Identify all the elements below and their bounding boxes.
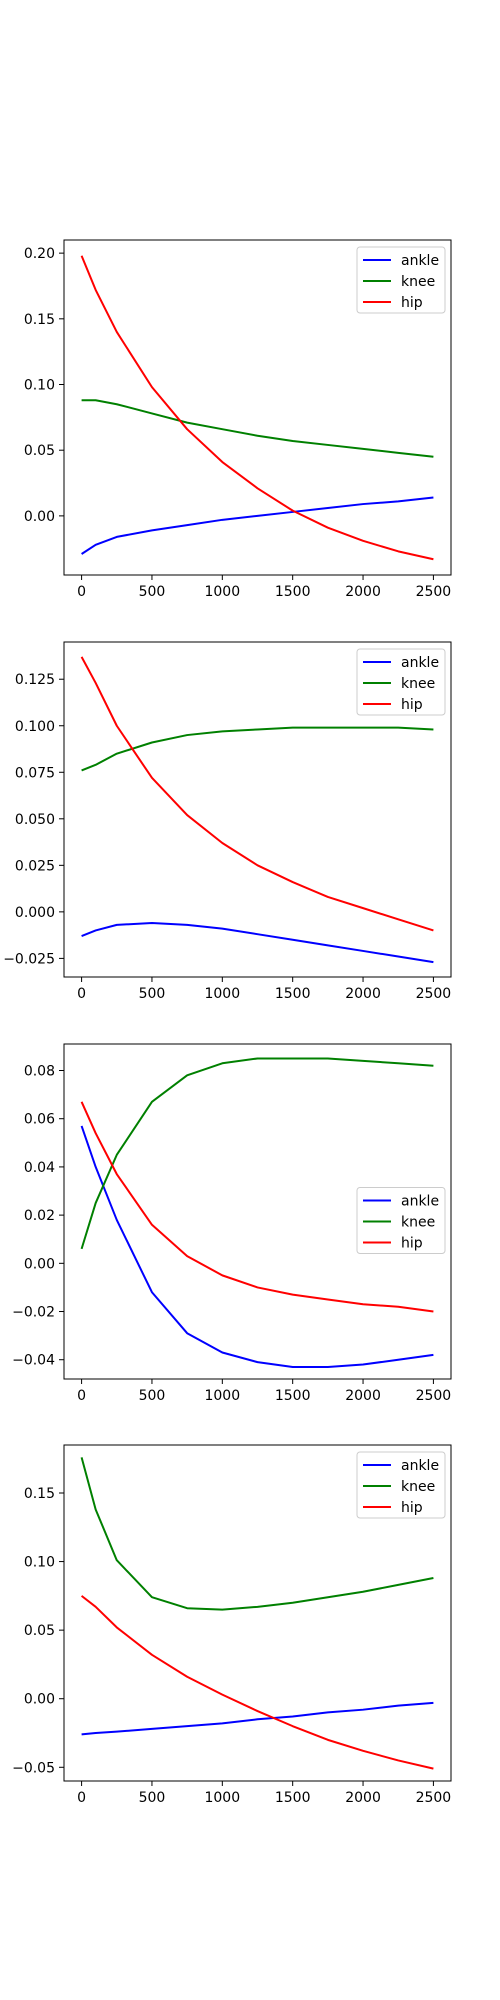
y-tick-label: −0.025 xyxy=(3,951,55,967)
x-tick-label: 2000 xyxy=(345,1790,381,1806)
y-tick-label: 0.10 xyxy=(24,1555,55,1571)
plot-frame xyxy=(63,1444,452,1782)
y-tick-label: 0.20 xyxy=(24,246,55,262)
y-tick-label: 0.00 xyxy=(24,1256,55,1272)
y-tick-label: 0.02 xyxy=(24,1208,55,1224)
x-tick-label: 1000 xyxy=(204,1790,240,1806)
legend-label-hip: hip xyxy=(401,295,423,311)
y-tick-label: 0.06 xyxy=(24,1112,55,1128)
legend-box xyxy=(356,648,446,716)
chart-2: 0 500 1000 1500 2000 2500 −0.025 0.000 0.025 0.05… xyxy=(3,641,452,1002)
legend-label-ankle: ankle xyxy=(401,655,439,671)
plot-frame xyxy=(63,1043,452,1380)
series-line-hip xyxy=(80,1101,434,1313)
y-tick-label: −0.04 xyxy=(12,1353,55,1369)
legend-label-knee: knee xyxy=(401,1215,435,1231)
x-tick-label: 1000 xyxy=(204,1388,240,1404)
x-tick-label: 2000 xyxy=(345,1388,381,1404)
plot-frame xyxy=(63,641,452,978)
x-tick-label: 2500 xyxy=(416,584,452,600)
series-line-knee xyxy=(80,1457,434,1611)
legend-label-knee: knee xyxy=(401,274,435,290)
y-tick-label: 0.10 xyxy=(24,378,55,394)
legend: ankle knee hip xyxy=(356,648,446,716)
x-tick-label: 2500 xyxy=(416,1388,452,1404)
legend: ankle knee hip xyxy=(356,1451,446,1519)
legend-label-knee: knee xyxy=(401,1479,435,1495)
x-tick-label: 500 xyxy=(139,1388,166,1404)
legend-label-ankle: ankle xyxy=(401,253,439,269)
legend-label-hip: hip xyxy=(401,1500,423,1516)
series-line-knee xyxy=(81,726,434,772)
y-tick-label: 0.075 xyxy=(15,765,55,781)
legend-label-ankle: ankle xyxy=(401,1194,439,1210)
series-line-ankle xyxy=(81,496,434,555)
series-line-hip xyxy=(80,656,434,932)
y-tick-label: 0.00 xyxy=(24,1692,55,1708)
legend-box xyxy=(356,1187,446,1254)
y-tick-label: 0.08 xyxy=(24,1064,55,1080)
x-tick-label: 1500 xyxy=(275,1790,311,1806)
series-line-ankle xyxy=(81,1701,434,1736)
series-line-knee xyxy=(81,399,434,458)
y-tick-label: 0.100 xyxy=(15,719,55,735)
series-line-knee xyxy=(80,1057,434,1250)
legend-label-knee: knee xyxy=(401,676,435,692)
plot-frame xyxy=(63,239,452,576)
x-tick-label: 2000 xyxy=(345,986,381,1002)
y-tick-label: 0.04 xyxy=(24,1160,55,1176)
x-tick-label: 2000 xyxy=(345,584,381,600)
x-tick-label: 500 xyxy=(139,1790,166,1806)
y-tick-label: 0.05 xyxy=(24,1623,55,1639)
chart-4: 0 500 1000 1500 2000 2500 −0.05 0.00 0.05 0.10 0.1… xyxy=(12,1444,452,1806)
y-tick-label: −0.05 xyxy=(12,1760,55,1776)
y-tick-label: −0.02 xyxy=(12,1305,55,1321)
chart-1: 0 500 1000 1500 2000 2500 0.00 0.05 0.10 0.15 0.20… xyxy=(24,239,452,600)
x-tick-label: 1000 xyxy=(204,986,240,1002)
chart-3: 0 500 1000 1500 2000 2500 −0.04 −0.02 0.00 0.02 0.… xyxy=(12,1043,452,1404)
x-tick-label: 1500 xyxy=(275,584,311,600)
legend-box xyxy=(356,246,446,314)
x-tick-label: 2500 xyxy=(416,986,452,1002)
x-tick-label: 0 xyxy=(77,1388,86,1404)
x-tick-label: 1500 xyxy=(275,1388,311,1404)
series-line-hip xyxy=(80,1595,434,1770)
x-tick-label: 1500 xyxy=(275,986,311,1002)
y-tick-label: 0.025 xyxy=(15,858,55,874)
series-line-ankle xyxy=(80,1125,434,1368)
x-tick-label: 500 xyxy=(139,986,166,1002)
legend: ankle knee hip xyxy=(356,246,446,314)
series-line-ankle xyxy=(81,922,434,964)
x-tick-label: 0 xyxy=(77,584,86,600)
y-tick-label: 0.05 xyxy=(24,443,55,459)
y-tick-label: 0.15 xyxy=(24,312,55,328)
legend-label-ankle: ankle xyxy=(401,1458,439,1474)
y-tick-label: 0.15 xyxy=(24,1486,55,1502)
legend-label-hip: hip xyxy=(401,1236,423,1252)
series-line-hip xyxy=(80,255,434,561)
y-tick-label: 0.00 xyxy=(24,509,55,525)
x-tick-label: 500 xyxy=(139,584,166,600)
y-tick-label: 0.125 xyxy=(15,672,55,688)
legend-box xyxy=(356,1451,446,1519)
legend-label-hip: hip xyxy=(401,697,423,713)
x-tick-label: 1000 xyxy=(204,584,240,600)
x-tick-label: 0 xyxy=(77,1790,86,1806)
y-tick-label: 0.000 xyxy=(15,905,55,921)
y-tick-label: 0.050 xyxy=(15,812,55,828)
x-tick-label: 0 xyxy=(77,986,86,1002)
legend: ankle knee hip xyxy=(356,1187,446,1254)
x-tick-label: 2500 xyxy=(416,1790,452,1806)
